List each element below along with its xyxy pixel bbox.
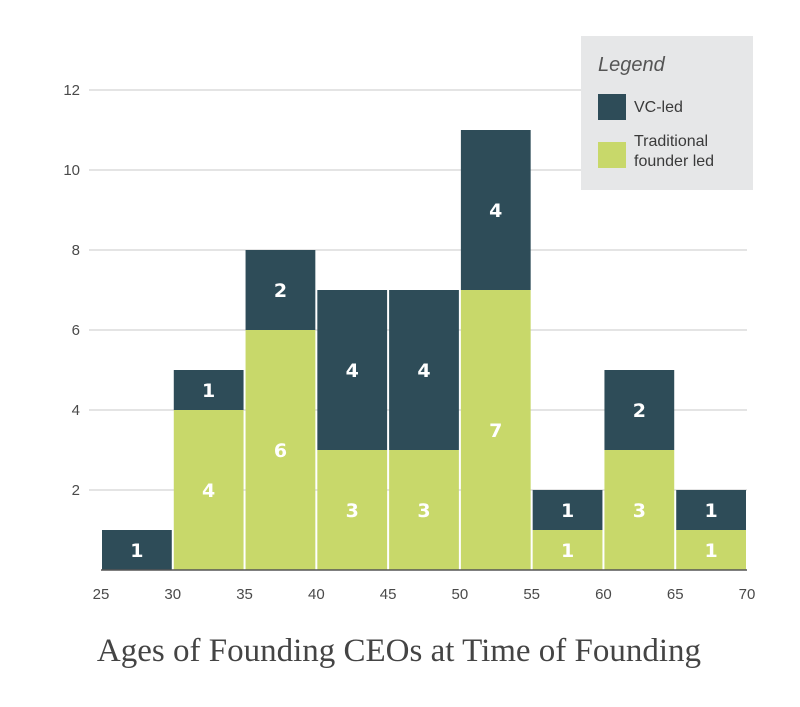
data-label-traditional-founder-led-55-60: 1 [561, 540, 574, 562]
bar-vc-led-30-35 [173, 370, 244, 410]
bar-vc-led-25-30 [102, 530, 172, 570]
y-axis: 2 4 6 8 10 12 [63, 82, 80, 499]
bar-vc-led-40-45 [317, 290, 388, 450]
bar-traditional-founder-led-40-45 [317, 450, 388, 570]
x-tick-label-60: 60 [595, 586, 612, 603]
data-label-vc-led-65-70: 1 [704, 500, 717, 522]
y-tick-label-2: 2 [72, 482, 80, 499]
data-label-traditional-founder-led-35-40: 6 [274, 440, 287, 462]
bar-traditional-founder-led-50-55 [460, 290, 531, 570]
data-label-vc-led-40-45: 4 [346, 360, 359, 382]
legend-label-traditional-line2: founder led [634, 153, 714, 170]
bar-traditional-founder-led-35-40 [245, 330, 316, 570]
bar-vc-led-65-70 [676, 490, 746, 530]
data-label-traditional-founder-led-30-35: 4 [202, 480, 215, 502]
legend-label-traditional-line1: Traditional [634, 133, 708, 150]
data-label-vc-led-50-55: 4 [489, 200, 502, 222]
legend-swatch-traditional [598, 142, 626, 168]
bar-traditional-founder-led-55-60 [532, 530, 603, 570]
y-tick-label-10: 10 [63, 162, 80, 179]
legend: Legend VC-led Traditional founder led [581, 36, 753, 190]
bar-vc-led-55-60 [532, 490, 603, 530]
data-label-vc-led-25-30: 1 [130, 540, 143, 562]
y-tick-label-6: 6 [72, 322, 80, 339]
x-tick-label-70: 70 [739, 586, 756, 603]
y-tick-label-8: 8 [72, 242, 80, 259]
bar-vc-led-45-50 [389, 290, 459, 450]
data-label-vc-led-45-50: 4 [417, 360, 430, 382]
x-tick-label-45: 45 [380, 586, 397, 603]
x-tick-label-55: 55 [523, 586, 540, 603]
x-tick-label-25: 25 [93, 586, 110, 603]
bar-vc-led-50-55 [460, 130, 531, 290]
data-label-vc-led-30-35: 1 [202, 380, 215, 402]
y-tick-label-12: 12 [63, 82, 80, 99]
bar-traditional-founder-led-30-35 [173, 410, 244, 570]
legend-label-vc-led: VC-led [634, 99, 683, 116]
data-label-vc-led-55-60: 1 [561, 500, 574, 522]
bar-vc-led-35-40 [245, 250, 316, 330]
x-axis: 25 30 35 40 45 50 55 60 65 70 [93, 569, 756, 603]
x-tick-label-35: 35 [236, 586, 253, 603]
x-tick-label-40: 40 [308, 586, 325, 603]
bar-traditional-founder-led-65-70 [676, 530, 746, 570]
legend-swatch-vc-led [598, 94, 626, 120]
data-label-traditional-founder-led-60-65: 3 [633, 500, 646, 522]
y-tick-label-4: 4 [72, 402, 80, 419]
bar-traditional-founder-led-45-50 [389, 450, 459, 570]
chart-title: Ages of Founding CEOs at Time of Foundin… [97, 633, 701, 669]
x-tick-label-50: 50 [452, 586, 469, 603]
data-label-vc-led-35-40: 2 [274, 280, 287, 302]
legend-title: Legend [598, 54, 666, 76]
data-label-traditional-founder-led-40-45: 3 [346, 500, 359, 522]
bar-vc-led-60-65 [604, 370, 675, 450]
data-label-traditional-founder-led-65-70: 1 [704, 540, 717, 562]
x-tick-label-65: 65 [667, 586, 684, 603]
data-label-traditional-founder-led-50-55: 7 [489, 420, 502, 442]
bar-traditional-founder-led-60-65 [604, 450, 675, 570]
x-tick-label-30: 30 [164, 586, 181, 603]
data-label-traditional-founder-led-45-50: 3 [417, 500, 430, 522]
data-label-vc-led-60-65: 2 [633, 400, 646, 422]
bars: 1 4 1 6 2 3 4 3 4 7 4 1 1 3 2 1 1 [102, 130, 746, 570]
